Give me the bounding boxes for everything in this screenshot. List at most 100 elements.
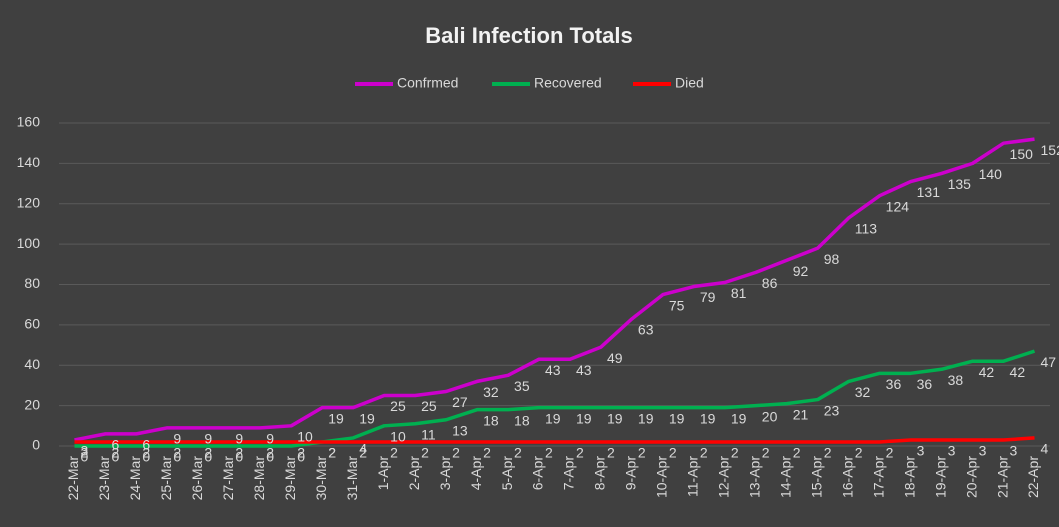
y-tick-label: 100 bbox=[17, 235, 41, 251]
data-label: 9 bbox=[235, 431, 243, 447]
data-label: 2 bbox=[111, 445, 119, 461]
data-label: 2 bbox=[235, 445, 243, 461]
legend-label: Recovered bbox=[534, 75, 602, 91]
data-label: 135 bbox=[948, 176, 972, 192]
data-label: 19 bbox=[576, 410, 592, 426]
data-label: 75 bbox=[669, 297, 685, 313]
y-tick-label: 120 bbox=[17, 194, 41, 210]
data-label: 6 bbox=[142, 437, 150, 453]
x-tick-label: 28-Mar bbox=[251, 456, 267, 501]
data-label: 98 bbox=[824, 251, 840, 267]
data-label: 113 bbox=[855, 221, 878, 237]
data-label: 19 bbox=[669, 410, 685, 426]
data-label: 19 bbox=[545, 410, 561, 426]
x-tick-label: 13-Apr bbox=[747, 456, 763, 498]
data-label: 2 bbox=[80, 445, 88, 461]
data-label: 2 bbox=[607, 445, 615, 461]
data-label: 2 bbox=[266, 445, 274, 461]
data-label: 0 bbox=[266, 449, 274, 465]
data-label: 32 bbox=[483, 384, 499, 400]
data-label: 18 bbox=[514, 412, 530, 428]
x-tick-label: 14-Apr bbox=[777, 456, 793, 498]
data-label: 2 bbox=[359, 445, 367, 461]
data-label: 0 bbox=[297, 449, 305, 465]
data-label: 2 bbox=[297, 445, 305, 461]
data-label: 9 bbox=[173, 431, 181, 447]
x-tick-label: 1-Apr bbox=[375, 456, 391, 491]
data-label: 25 bbox=[390, 398, 406, 414]
data-label: 2 bbox=[545, 445, 553, 461]
x-tick-label: 2-Apr bbox=[406, 456, 422, 491]
x-tick-label: 3-Apr bbox=[437, 456, 453, 491]
data-label: 42 bbox=[979, 364, 995, 380]
data-label: 9 bbox=[204, 431, 212, 447]
data-label: 27 bbox=[452, 394, 468, 410]
x-tick-label: 21-Apr bbox=[994, 456, 1010, 498]
data-label: 2 bbox=[793, 445, 801, 461]
x-tick-label: 22-Mar bbox=[65, 456, 81, 501]
data-label: 2 bbox=[483, 445, 491, 461]
data-label: 11 bbox=[421, 426, 436, 442]
data-label: 43 bbox=[545, 362, 561, 378]
data-label: 0 bbox=[142, 449, 150, 465]
x-tick-label: 17-Apr bbox=[870, 456, 886, 498]
data-label: 81 bbox=[731, 285, 747, 301]
x-tick-label: 19-Apr bbox=[932, 456, 948, 498]
series-line bbox=[74, 137, 1035, 442]
data-label: 19 bbox=[700, 410, 716, 426]
data-label: 36 bbox=[917, 376, 933, 392]
data-label: 36 bbox=[886, 376, 902, 392]
data-label: 13 bbox=[452, 422, 468, 438]
data-label: 10 bbox=[390, 429, 406, 445]
x-tick-label: 25-Mar bbox=[158, 456, 174, 501]
x-tick-label: 12-Apr bbox=[716, 456, 732, 498]
data-label: 0 bbox=[235, 449, 243, 465]
data-label: 152 bbox=[1041, 142, 1059, 158]
data-label: 2 bbox=[855, 445, 863, 461]
data-label: 19 bbox=[638, 410, 654, 426]
data-label: 32 bbox=[855, 384, 871, 400]
data-label: 2 bbox=[886, 445, 894, 461]
data-label: 38 bbox=[948, 372, 964, 388]
data-label: 140 bbox=[979, 166, 1003, 182]
data-label: 0 bbox=[173, 449, 181, 465]
legend-label: Confrmed bbox=[397, 75, 458, 91]
data-label: 2 bbox=[514, 445, 522, 461]
data-label: 2 bbox=[700, 445, 708, 461]
y-tick-label: 40 bbox=[24, 356, 40, 372]
y-tick-label: 80 bbox=[24, 275, 40, 291]
y-tick-label: 160 bbox=[17, 114, 41, 130]
data-label: 92 bbox=[793, 263, 809, 279]
series-line bbox=[74, 436, 1035, 444]
data-label: 4 bbox=[359, 441, 367, 457]
data-label: 19 bbox=[328, 410, 344, 426]
data-label: 4 bbox=[1041, 441, 1049, 457]
x-tick-label: 16-Apr bbox=[839, 456, 855, 498]
data-label: 2 bbox=[142, 445, 150, 461]
x-tick-label: 23-Mar bbox=[96, 456, 112, 501]
x-tick-label: 18-Apr bbox=[901, 456, 917, 498]
data-label: 63 bbox=[638, 322, 654, 338]
x-tick-label: 31-Mar bbox=[344, 456, 360, 501]
x-tick-label: 6-Apr bbox=[530, 456, 546, 491]
data-label: 19 bbox=[731, 410, 747, 426]
x-tick-label: 4-Apr bbox=[468, 456, 484, 491]
data-label: 49 bbox=[607, 350, 623, 366]
data-label: 0 bbox=[204, 449, 212, 465]
x-tick-label: 5-Apr bbox=[499, 456, 515, 491]
data-label: 2 bbox=[452, 445, 460, 461]
data-label: 43 bbox=[576, 362, 592, 378]
data-label: 2 bbox=[731, 445, 739, 461]
data-label: 19 bbox=[359, 410, 375, 426]
x-tick-label: 10-Apr bbox=[654, 456, 670, 498]
x-tick-label: 9-Apr bbox=[623, 456, 639, 491]
legend-label: Died bbox=[675, 75, 704, 91]
x-tick-label: 8-Apr bbox=[592, 456, 608, 491]
data-label: 2 bbox=[328, 445, 336, 461]
data-label: 9 bbox=[266, 431, 274, 447]
x-tick-label: 22-Apr bbox=[1025, 456, 1041, 498]
data-label: 0 bbox=[80, 449, 88, 465]
data-label: 2 bbox=[204, 445, 212, 461]
